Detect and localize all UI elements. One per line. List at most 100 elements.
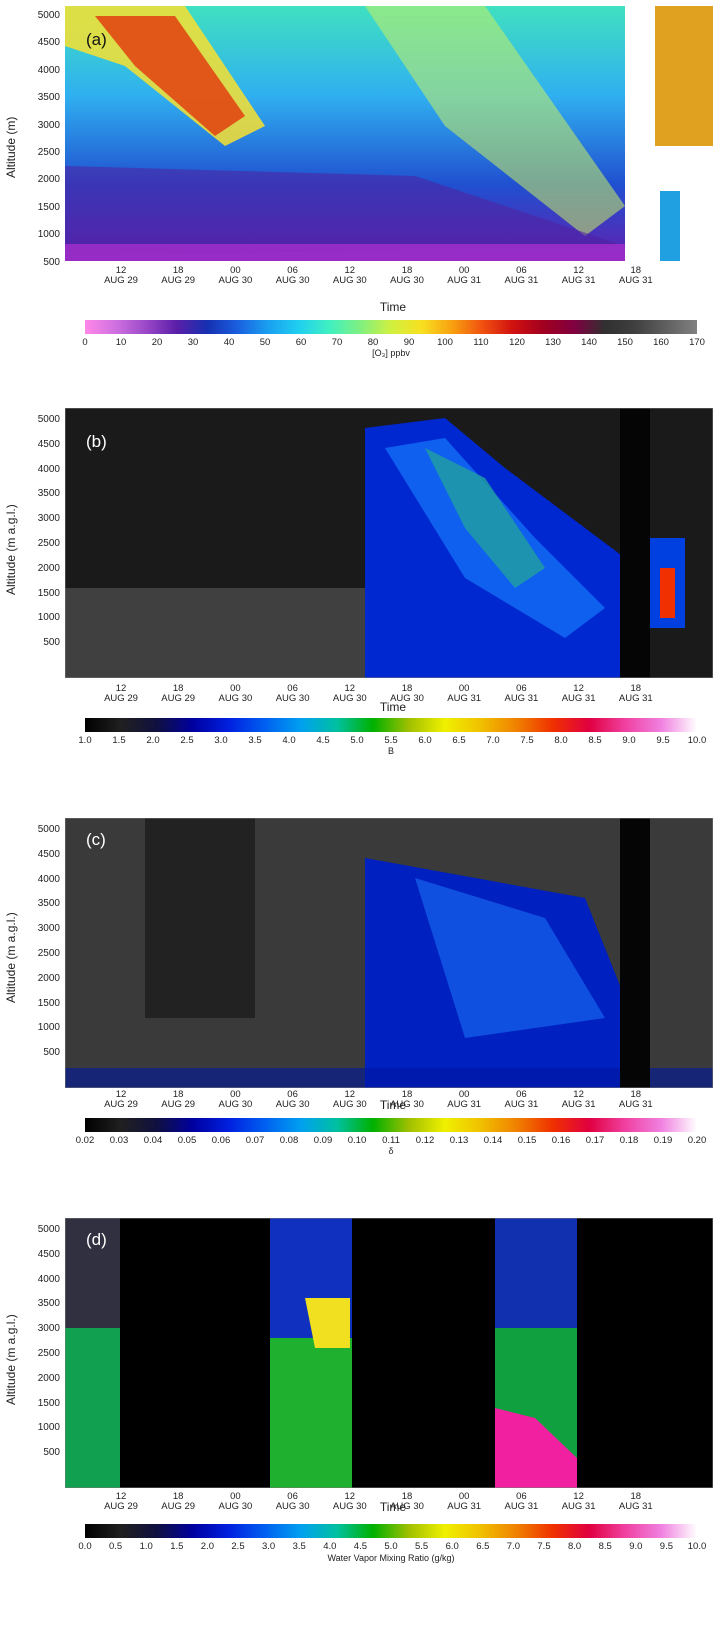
y-tick-label: 4500 — [37, 37, 60, 49]
colorbar-tick-label: 100 — [437, 337, 453, 348]
y-tick-label: 4500 — [37, 438, 60, 450]
colorbar-tick-label: 10.0 — [687, 735, 707, 746]
y-tick-label: 1000 — [37, 229, 60, 241]
y-tick-label: 3500 — [37, 92, 60, 104]
colorbar-tick-label: 0.11 — [382, 1135, 400, 1146]
y-axis-label: Altitude (m a.g.l.) — [4, 1314, 18, 1405]
x-tick-label: 12 AUG 30 — [332, 1491, 367, 1512]
colorbar-tick-label: 1.5 — [112, 735, 126, 746]
colorbar-tick-label: 6.0 — [445, 1541, 459, 1552]
panel-d: Altitude (m a.g.l.) 5000 4500 4000 3500 3000… — [0, 1210, 715, 1635]
panel-label: (d) — [86, 1230, 107, 1249]
colorbar-tick-label: 0.17 — [585, 1135, 605, 1146]
x-tick-label: 18 AUG 31 — [618, 265, 653, 286]
x-tick-label: 00 AUG 30 — [218, 265, 253, 286]
colorbar-tick-label: 4.5 — [316, 735, 330, 746]
y-tick-label: 1000 — [37, 612, 60, 624]
colorbar-tick-label: 8.5 — [588, 735, 602, 746]
colorbar-tick-label: 7.0 — [486, 735, 500, 746]
colorbar-tick-label: 0.15 — [517, 1135, 537, 1146]
colorbar-label: Water Vapor Mixing Ratio (g/kg) — [327, 1553, 455, 1563]
x-tick-label: 18 AUG 30 — [390, 1089, 424, 1110]
y-tick-label: 1000 — [37, 1022, 60, 1034]
y-tick-label: 2000 — [37, 972, 60, 984]
colorbar-tick-label: 50 — [259, 337, 271, 348]
colorbar-tick-label: 170 — [689, 337, 705, 348]
colorbar-tick-label: 130 — [545, 337, 561, 348]
colorbar-tick-label: 0.0 — [78, 1541, 92, 1552]
y-tick-label: 1500 — [37, 587, 60, 599]
x-tick-label: 06 AUG 31 — [504, 265, 539, 286]
colorbar-tick-label: 9.0 — [629, 1541, 643, 1552]
y-tick-label: 1500 — [37, 1397, 60, 1409]
x-tick-label: 00 AUG 31 — [447, 683, 482, 704]
x-tick-label: 06 AUG 31 — [504, 683, 539, 704]
colorbar-tick-label: 0.07 — [245, 1135, 265, 1146]
y-tick-label: 2500 — [37, 538, 60, 549]
y-tick-label: 3500 — [37, 1298, 60, 1310]
colorbar-tick-label: 4.0 — [282, 735, 296, 746]
y-tick-label: 3500 — [37, 898, 60, 910]
colorbar-tick-label: 9.5 — [656, 735, 670, 746]
colorbar-tick-label: 0.03 — [109, 1135, 129, 1146]
colorbar-tick-label: 2.0 — [146, 735, 160, 746]
x-tick-label: 06 AUG 30 — [275, 265, 310, 286]
colorbar-tick-label: 70 — [331, 337, 343, 348]
colorbar-tick-label: 6.5 — [476, 1541, 490, 1552]
x-tick-label: 12 AUG 30 — [332, 265, 367, 286]
colorbar-label: B — [387, 746, 394, 756]
colorbar-label: [O₃] ppbv — [372, 348, 410, 358]
colorbar-label: δ — [388, 1146, 394, 1156]
x-tick-label: 18 AUG 29 — [161, 683, 196, 704]
y-tick-label: 4000 — [37, 64, 60, 76]
colorbar-tick-label: 1.5 — [170, 1541, 184, 1552]
colorbar-tick-label: 40 — [223, 337, 235, 348]
y-tick-label: 2000 — [37, 1372, 60, 1384]
colorbar-tick-label: 0.18 — [619, 1135, 639, 1146]
x-tick-label: 12 AUG 31 — [561, 683, 596, 704]
colorbar-tick-label: 2.5 — [180, 735, 194, 746]
x-tick-label: 12 AUG 30 — [332, 683, 367, 704]
x-tick-label: 00 AUG 30 — [218, 1089, 253, 1110]
colorbar-tick-label: 7.0 — [506, 1541, 520, 1552]
colorbar-tick-label: 8.0 — [554, 735, 568, 746]
colorbar-tick-label: 10.0 — [687, 1541, 707, 1552]
x-tick-label: 00 AUG 30 — [218, 1491, 253, 1512]
colorbar-tick-label: 3.0 — [261, 1541, 276, 1552]
y-tick-label: 2000 — [37, 174, 60, 186]
colorbar-tick-label: 2.5 — [231, 1541, 245, 1552]
panel-b: Altitude (m a.g.l.) 5000 4500 4000 3500 3000… — [0, 400, 715, 780]
y-tick-label: 1500 — [37, 201, 60, 213]
y-tick-label: 5000 — [37, 10, 60, 21]
colorbar-tick-label: 6.0 — [418, 735, 432, 746]
colorbar-tick-label: 8.5 — [598, 1541, 612, 1552]
y-tick-label: 3000 — [37, 1323, 60, 1335]
y-tick-label: 4000 — [37, 1273, 60, 1285]
colorbar-tick-label: 10 — [115, 337, 127, 348]
x-tick-label: 00 AUG 31 — [447, 1491, 482, 1512]
y-tick-label: 2500 — [37, 147, 60, 158]
colorbar-tick-label: 0.06 — [211, 1135, 231, 1146]
colorbar-tick-label: 0.10 — [347, 1135, 367, 1146]
x-tick-label: 18 AUG 30 — [390, 1491, 424, 1512]
colorbar-tick-label: 20 — [151, 337, 163, 348]
x-tick-label: 12 AUG 31 — [561, 265, 596, 286]
x-tick-label: 12 AUG 31 — [561, 1089, 596, 1110]
colorbar-tick-label: 0.05 — [177, 1135, 197, 1146]
y-tick-label: 5000 — [37, 414, 60, 425]
x-axis-title: Time — [379, 700, 407, 714]
panel-label: (b) — [86, 432, 107, 451]
x-tick-label: 06 AUG 31 — [504, 1089, 539, 1110]
colorbar-tick-label: 120 — [509, 337, 525, 348]
colorbar-tick-label: 0.19 — [653, 1135, 673, 1146]
x-axis-title: Time — [379, 300, 407, 314]
colorbar — [85, 1524, 697, 1538]
y-tick-label: 1500 — [37, 997, 60, 1009]
ozone-heatmap — [65, 6, 713, 261]
x-tick-label: 18 AUG 31 — [618, 683, 653, 704]
colorbar-tick-label: 0.09 — [313, 1135, 333, 1146]
x-tick-label: 18 AUG 31 — [618, 1491, 653, 1512]
x-tick-label: 18 AUG 29 — [161, 1089, 196, 1110]
x-tick-label: 00 AUG 31 — [447, 265, 482, 286]
x-tick-label: 12 AUG 29 — [104, 1491, 138, 1512]
